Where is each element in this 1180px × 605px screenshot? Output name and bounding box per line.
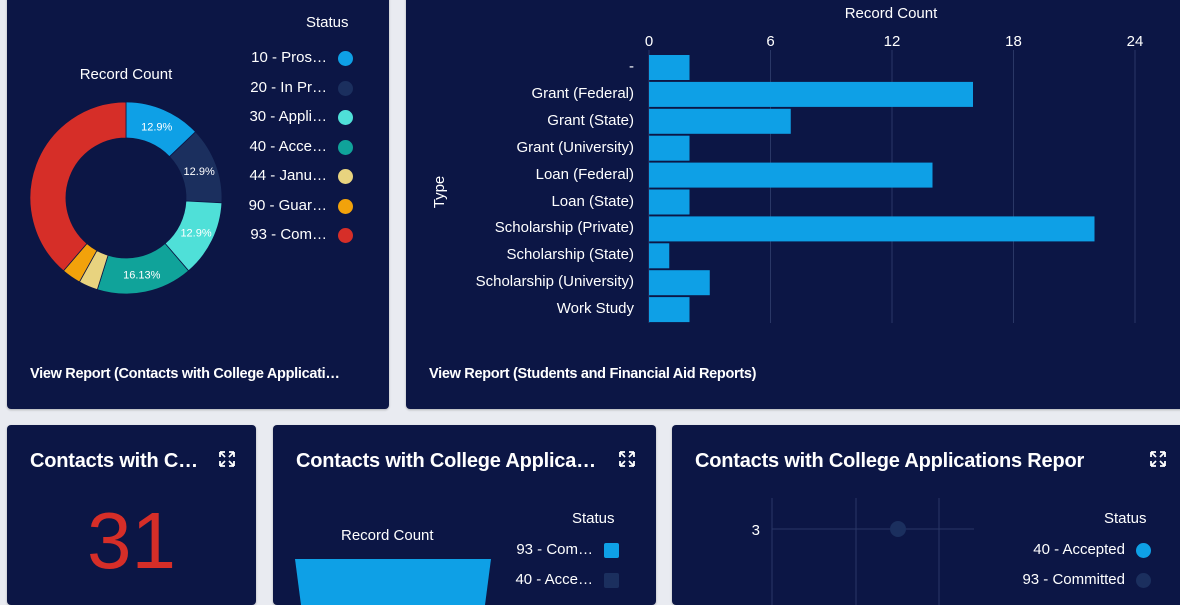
x-tick-label: 24 [1127,33,1144,50]
y-category-label: Loan (State) [551,192,634,210]
y-category-label: Scholarship (Private) [494,219,634,237]
bar[interactable] [649,297,690,323]
legend-item-label: 30 - Appli… [249,108,327,125]
bar[interactable] [649,216,1095,242]
bar[interactable] [649,162,933,188]
legend-item[interactable]: 93 - Com… [273,540,619,560]
donut-chart[interactable]: Record Count 12.9% 12.9% 12.9% 16.13% [7,0,389,409]
legend-item-label: 44 - Janu… [249,167,327,184]
y-category-label: Work Study [556,300,634,318]
legend-item[interactable]: 10 - Pros… [7,48,353,68]
legend-swatch [338,169,353,184]
donut-chart-label: Record Count [80,66,173,83]
bar[interactable] [649,270,710,296]
legend-item[interactable]: 30 - Appli… [7,107,353,127]
bar[interactable] [649,55,690,80]
card-title: Contacts with College Applica… [296,450,596,472]
legend-swatch [1136,572,1151,588]
x-tick-label: 12 [884,33,901,50]
bar-chart-card: Record Count Type 0 6 12 18 24 - Grant (Feder… [406,0,1180,409]
legend-item[interactable]: 44 - Janu… [7,166,353,186]
y-axis-title: Type [431,176,448,209]
legend-item-label: 93 - Com… [250,226,327,243]
y-category-label: Loan (Federal) [535,165,634,183]
legend-title: Status [306,14,349,31]
legend-item-label: 93 - Com… [516,541,593,558]
legend-item-label: 90 - Guar… [248,196,327,214]
donut-value-label: 12.9% [141,121,172,133]
legend-swatch [338,228,353,243]
legend-item-label: 40 - Acce… [515,570,593,588]
card-title: Contacts with College Applications Repor [695,450,1085,472]
bar[interactable] [649,108,791,134]
scatter-chart[interactable]: 3 [672,425,1180,605]
scatter-point[interactable] [890,521,906,537]
bar-chart[interactable]: Record Count Type 0 6 12 18 24 [406,0,1180,409]
legend-item[interactable]: 40 - Acce… [7,137,353,157]
legend-swatch [338,110,353,125]
x-tick-label: 18 [1005,33,1022,50]
y-category-label: Grant (University) [516,138,634,156]
donut-value-label: 16.13% [123,269,161,281]
y-category-label: Scholarship (University) [475,273,634,291]
view-report-link[interactable]: View Report (Contacts with College Appli… [30,366,340,382]
legend-swatch [604,572,619,588]
bar[interactable] [649,189,690,215]
metric-card: Contacts with C… 31 [7,425,256,605]
x-axis-title: Record Count [845,5,938,22]
funnel-segment[interactable] [295,559,491,605]
bar[interactable] [649,81,973,107]
legend-item[interactable]: 93 - Com… [7,225,353,245]
donut-chart-card: Record Count 12.9% 12.9% 12.9% 16.13% Statu… [7,0,389,409]
legend-item[interactable]: 40 - Acce… [273,570,619,590]
legend-item[interactable]: 90 - Guar… [7,196,353,216]
legend-title: Status [572,510,615,527]
donut-value-label: 12.9% [180,227,211,239]
funnel-chart-card: Contacts with College Applica… Record Co… [273,425,656,605]
legend-item-label: 93 - Committed [1022,570,1125,588]
legend-item[interactable]: 40 - Accepted [672,540,1151,560]
legend-item[interactable]: 93 - Committed [672,570,1151,590]
y-category-label: Scholarship (State) [506,246,634,264]
donut-segment[interactable] [29,101,127,272]
donut-value-label: 12.9% [184,166,215,178]
legend-swatch [338,51,353,66]
view-report-link[interactable]: View Report (Students and Financial Aid … [429,366,757,382]
legend-title: Status [1104,510,1147,527]
x-tick-label: 0 [645,33,653,50]
scatter-chart-card: Contacts with College Applications Repor… [672,425,1180,605]
bar[interactable] [649,135,690,161]
y-tick-label: 3 [752,522,760,539]
legend-item-label: 10 - Pros… [251,49,327,66]
metric-value: 31 [87,496,176,585]
expand-icon[interactable] [219,451,235,467]
legend-item-label: 40 - Acce… [249,137,327,155]
expand-icon[interactable] [1150,451,1166,467]
legend-swatch [338,198,353,214]
legend-item-label: 20 - In Pr… [250,78,327,96]
legend-item[interactable]: 20 - In Pr… [7,78,353,98]
legend-swatch [1136,543,1151,558]
funnel-chart[interactable] [273,425,656,605]
legend-swatch [338,139,353,155]
funnel-chart-label: Record Count [341,527,434,544]
y-category-label: Grant (State) [547,111,634,129]
legend-item-label: 40 - Accepted [1033,541,1125,558]
y-category-label: - [629,58,634,75]
legend-swatch [604,543,619,558]
card-title: Contacts with C… [30,450,198,472]
legend-swatch [338,80,353,96]
y-category-label: Grant (Federal) [531,84,634,102]
bar[interactable] [649,243,670,269]
x-tick-label: 6 [766,33,774,50]
expand-icon[interactable] [619,451,635,467]
